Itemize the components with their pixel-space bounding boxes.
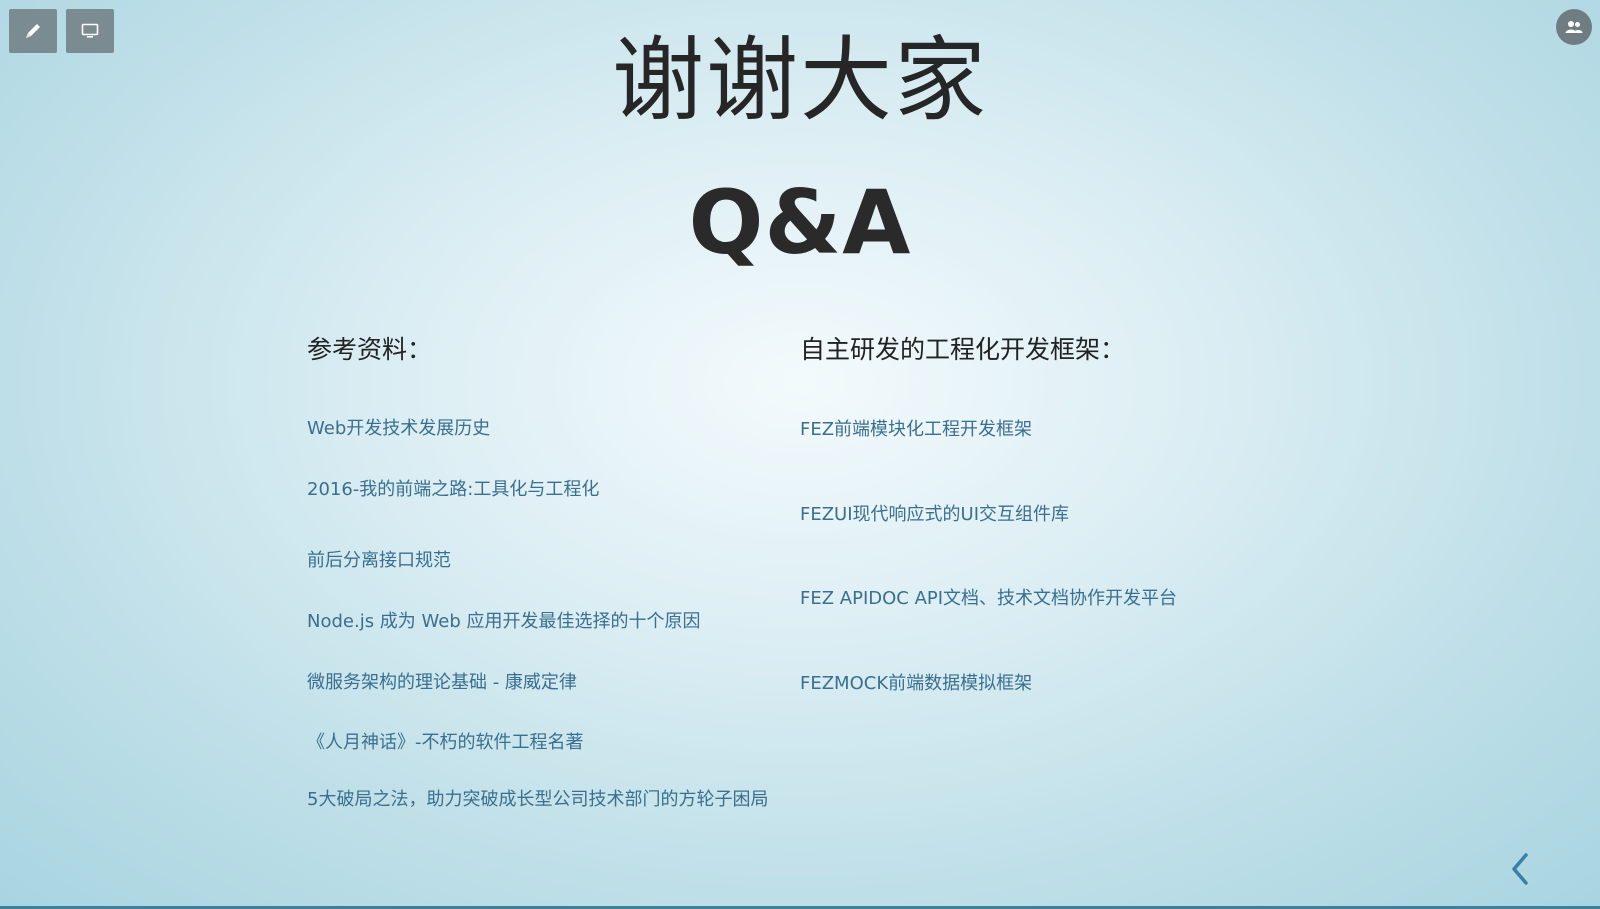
reference-link-nodejs-reasons[interactable]: Node.js 成为 Web 应用开发最佳选择的十个原因 (307, 611, 701, 632)
frameworks-heading: 自主研发的工程化开发框架： (800, 335, 1126, 364)
slide-subtitle: Q&A (688, 171, 912, 274)
participants-button[interactable] (1556, 9, 1592, 45)
reference-link-conway-law[interactable]: 微服务架构的理论基础 - 康威定律 (307, 672, 577, 693)
framework-link-fezmock[interactable]: FEZMOCK前端数据模拟框架 (800, 673, 1033, 694)
slide-title: 谢谢大家 (611, 27, 988, 134)
monitor-icon (81, 23, 99, 38)
reference-link-web-history[interactable]: Web开发技术发展历史 (307, 418, 491, 439)
reference-link-mythical-man-month[interactable]: 《人月神话》-不朽的软件工程名著 (307, 732, 584, 753)
chevron-left-icon (1512, 853, 1528, 885)
framework-link-fez-apidoc[interactable]: FEZ APIDOC API文档、技术文档协作开发平台 (800, 588, 1178, 609)
people-icon (1565, 21, 1583, 33)
framework-link-fez[interactable]: FEZ前端模块化工程开发框架 (800, 419, 1033, 440)
frameworks-column: 自主研发的工程化开发框架： FEZ前端模块化工程开发框架 FEZUI现代响应式的… (800, 330, 1270, 694)
references-heading: 参考资料： (307, 335, 433, 364)
reference-link-frontend-road[interactable]: 2016-我的前端之路:工具化与工程化 (307, 479, 600, 500)
pencil-icon (26, 24, 40, 38)
reference-link-api-spec[interactable]: 前后分离接口规范 (307, 550, 451, 571)
screen-mode-button[interactable] (66, 9, 114, 53)
references-column: 参考资料： Web开发技术发展历史 2016-我的前端之路:工具化与工程化 前后… (307, 330, 797, 810)
reference-link-five-strategies[interactable]: 5大破局之法，助力突破成长型公司技术部门的方轮子困局 (307, 789, 769, 810)
pen-tool-button[interactable] (9, 9, 57, 53)
framework-link-fezui[interactable]: FEZUI现代响应式的UI交互组件库 (800, 504, 1070, 525)
progress-bar (0, 906, 1600, 909)
previous-slide-button[interactable] (1506, 850, 1536, 890)
